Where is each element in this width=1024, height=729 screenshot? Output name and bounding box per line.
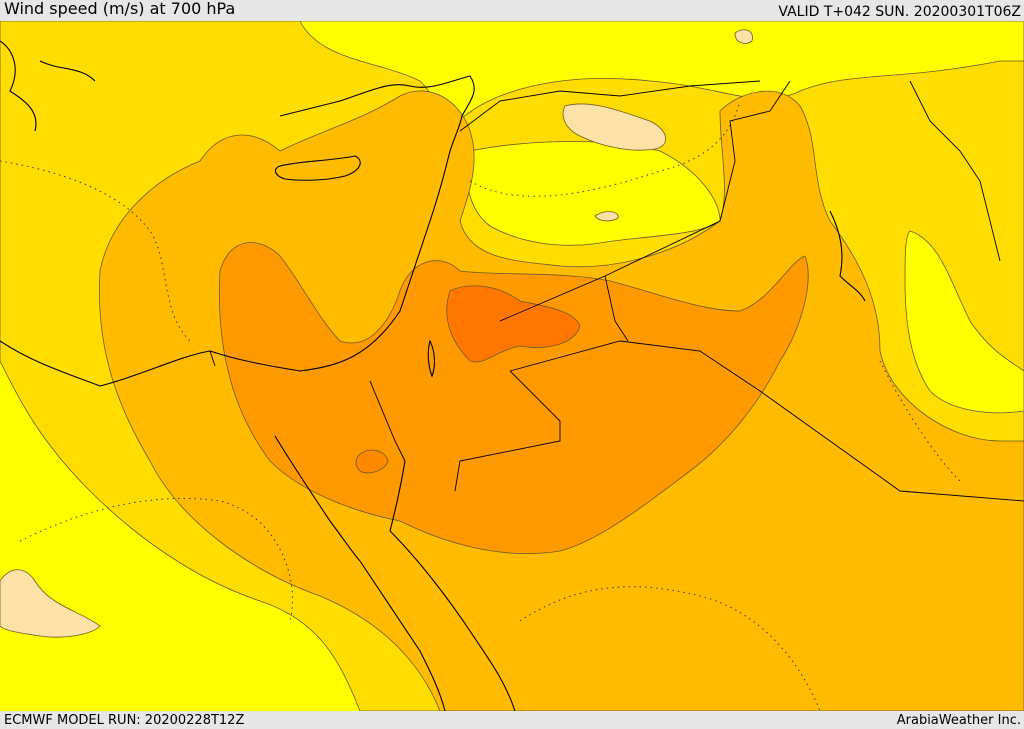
footer-bar: ECMWF MODEL RUN: 20200228T12Z ArabiaWeat… [0,712,1024,729]
coastline-red-sea-west [359,560,446,711]
map-canvas [0,21,1024,711]
contour-dotted-4 [519,586,821,711]
valid-time: VALID T+042 SUN. 20200301T06Z [778,4,1021,20]
field-patch-pale-north [562,103,667,151]
field-pocket-yellow-east [904,230,1024,414]
map-title: Wind speed (m/s) at 700 hPa [4,0,236,18]
border-iran-east [909,80,1001,262]
contour-dotted-2 [19,497,293,622]
field-core-deep-orange [446,285,581,363]
border-iraq-saudi [454,340,1024,502]
coastline-red-sea-east [389,530,516,711]
header-bar: Wind speed (m/s) at 700 hPa VALID T+042 … [0,0,1024,21]
border-iraq-iran [604,80,791,277]
credit-label: ArabiaWeather Inc. [896,713,1021,728]
coastline-gulf-of-aqaba [389,460,406,532]
coastline-persian-gulf [829,210,866,302]
border-turkey-syria [459,80,761,132]
wind-speed-map[interactable] [0,21,1024,711]
border-sinai [369,380,406,462]
coastline-dead-sea [427,339,435,378]
field-patch-pale-west [0,569,101,638]
coastline-gulf-of-suez [274,435,361,562]
border-egypt-libya [209,350,216,367]
coastline-aegean [0,40,96,132]
coastline-mediterranean [0,75,475,387]
border-syria-iraq [499,275,629,342]
coastline-cyprus [274,155,361,181]
field-core-small [355,449,389,474]
model-run-label: ECMWF MODEL RUN: 20200228T12Z [4,713,245,728]
field-patch-pale-small [594,29,753,222]
contour-dotted-3 [469,100,741,197]
field-band-orange [218,242,809,554]
field-pocket-yellow-north [299,21,1024,132]
